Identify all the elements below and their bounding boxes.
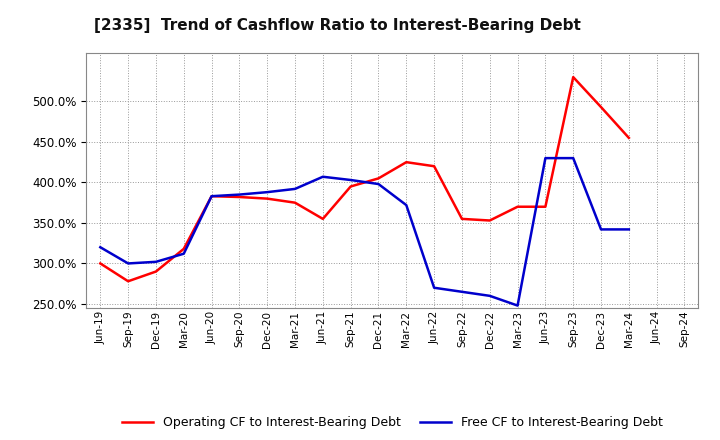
Operating CF to Interest-Bearing Debt — [597, 104, 606, 110]
Operating CF to Interest-Bearing Debt — [430, 164, 438, 169]
Free CF to Interest-Bearing Debt — [458, 289, 467, 294]
Operating CF to Interest-Bearing Debt — [263, 196, 271, 201]
Free CF to Interest-Bearing Debt — [485, 293, 494, 298]
Operating CF to Interest-Bearing Debt — [318, 216, 327, 221]
Operating CF to Interest-Bearing Debt — [152, 269, 161, 274]
Free CF to Interest-Bearing Debt — [569, 155, 577, 161]
Free CF to Interest-Bearing Debt — [291, 186, 300, 191]
Operating CF to Interest-Bearing Debt — [96, 261, 104, 266]
Operating CF to Interest-Bearing Debt — [374, 176, 383, 181]
Operating CF to Interest-Bearing Debt — [569, 74, 577, 80]
Free CF to Interest-Bearing Debt — [597, 227, 606, 232]
Free CF to Interest-Bearing Debt — [235, 192, 243, 197]
Free CF to Interest-Bearing Debt — [402, 202, 410, 208]
Operating CF to Interest-Bearing Debt — [541, 204, 550, 209]
Text: [2335]  Trend of Cashflow Ratio to Interest-Bearing Debt: [2335] Trend of Cashflow Ratio to Intere… — [94, 18, 580, 33]
Free CF to Interest-Bearing Debt — [152, 259, 161, 264]
Operating CF to Interest-Bearing Debt — [458, 216, 467, 221]
Free CF to Interest-Bearing Debt — [374, 181, 383, 187]
Line: Free CF to Interest-Bearing Debt: Free CF to Interest-Bearing Debt — [100, 158, 629, 305]
Free CF to Interest-Bearing Debt — [179, 251, 188, 257]
Free CF to Interest-Bearing Debt — [624, 227, 633, 232]
Free CF to Interest-Bearing Debt — [207, 194, 216, 199]
Line: Operating CF to Interest-Bearing Debt: Operating CF to Interest-Bearing Debt — [100, 77, 629, 281]
Free CF to Interest-Bearing Debt — [96, 245, 104, 250]
Free CF to Interest-Bearing Debt — [513, 303, 522, 308]
Legend: Operating CF to Interest-Bearing Debt, Free CF to Interest-Bearing Debt: Operating CF to Interest-Bearing Debt, F… — [117, 411, 668, 434]
Free CF to Interest-Bearing Debt — [124, 261, 132, 266]
Operating CF to Interest-Bearing Debt — [124, 279, 132, 284]
Operating CF to Interest-Bearing Debt — [513, 204, 522, 209]
Free CF to Interest-Bearing Debt — [318, 174, 327, 180]
Operating CF to Interest-Bearing Debt — [235, 194, 243, 200]
Free CF to Interest-Bearing Debt — [541, 155, 550, 161]
Operating CF to Interest-Bearing Debt — [291, 200, 300, 205]
Operating CF to Interest-Bearing Debt — [179, 246, 188, 252]
Free CF to Interest-Bearing Debt — [430, 285, 438, 290]
Operating CF to Interest-Bearing Debt — [485, 218, 494, 223]
Operating CF to Interest-Bearing Debt — [207, 194, 216, 199]
Operating CF to Interest-Bearing Debt — [624, 135, 633, 140]
Free CF to Interest-Bearing Debt — [263, 190, 271, 195]
Operating CF to Interest-Bearing Debt — [402, 160, 410, 165]
Free CF to Interest-Bearing Debt — [346, 177, 355, 183]
Operating CF to Interest-Bearing Debt — [346, 184, 355, 189]
